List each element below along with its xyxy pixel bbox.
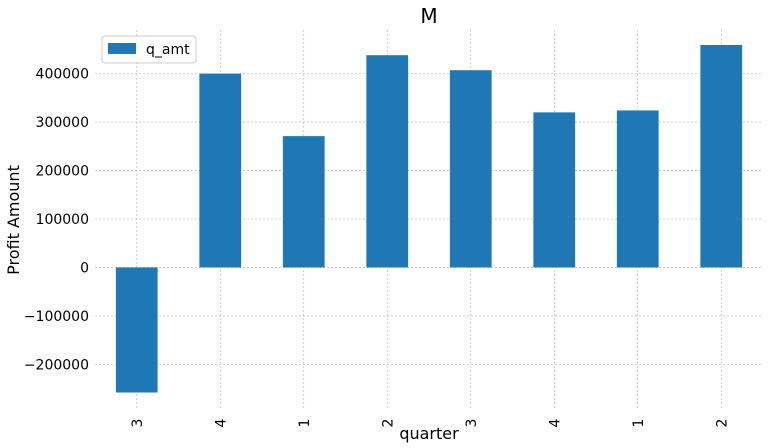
x-tick-label: 4	[213, 418, 229, 427]
grid-lines	[95, 30, 763, 408]
legend-swatch	[108, 43, 136, 54]
y-tick-labels: −200000 −100000 0 100000 200000 300000 400000	[24, 67, 89, 374]
bar	[616, 110, 659, 268]
bar	[199, 73, 242, 268]
y-tick-label: 200000	[36, 164, 89, 180]
y-tick-label: 0	[80, 260, 89, 276]
x-tick-label: 4	[547, 418, 563, 427]
legend-label: q_amt	[146, 42, 190, 58]
y-tick-label: 400000	[36, 67, 89, 83]
x-axis-label: quarter	[399, 424, 459, 443]
y-tick-label: 100000	[36, 212, 89, 228]
legend-frame	[101, 35, 197, 64]
chart-title: M	[420, 4, 437, 28]
bar	[533, 112, 576, 268]
bar	[366, 55, 409, 268]
bar	[449, 70, 492, 268]
x-tick-label: 3	[130, 419, 146, 428]
x-tick-label: 2	[714, 419, 730, 428]
y-axis-label: Profit Amount	[4, 165, 23, 275]
bar	[282, 136, 325, 268]
x-tick-label: 1	[297, 419, 313, 428]
x-tick-label: 3	[464, 419, 480, 428]
bars	[115, 45, 743, 393]
y-tick-label: −200000	[24, 357, 89, 373]
x-tick-labels: 3 4 1 2 3 4 1 2	[130, 418, 731, 427]
x-tick-label: 1	[631, 419, 647, 428]
x-tick-label: 2	[380, 419, 396, 428]
bar	[700, 45, 743, 268]
bar	[115, 267, 158, 393]
y-tick-label: 300000	[36, 115, 89, 131]
y-tick-label: −100000	[24, 309, 89, 325]
legend: q_amt	[101, 35, 197, 64]
